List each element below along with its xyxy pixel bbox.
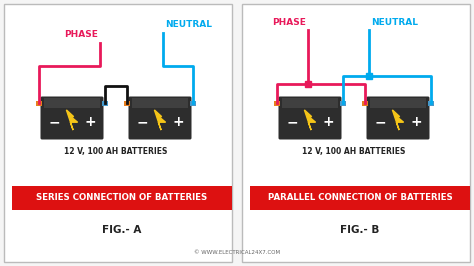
Bar [340, 101, 346, 106]
Text: NEUTRAL: NEUTRAL [165, 20, 212, 29]
Bar [370, 98, 426, 108]
FancyBboxPatch shape [366, 97, 429, 139]
Text: −: − [48, 115, 60, 129]
FancyBboxPatch shape [40, 97, 103, 139]
Bar [362, 101, 368, 106]
Text: FIG.- B: FIG.- B [340, 225, 380, 235]
Bar [274, 101, 280, 106]
Bar [36, 101, 42, 106]
FancyBboxPatch shape [128, 97, 191, 139]
Text: © WWW.ELECTRICAL24X7.COM: © WWW.ELECTRICAL24X7.COM [194, 250, 280, 255]
Bar [282, 98, 338, 108]
Text: −: − [286, 115, 298, 129]
Text: −: − [374, 115, 386, 129]
Bar [102, 101, 108, 106]
Polygon shape [155, 110, 165, 130]
Polygon shape [66, 110, 78, 130]
Bar [428, 101, 434, 106]
Text: +: + [410, 115, 422, 129]
Text: PARALLEL CONNECTION OF BATTERIES: PARALLEL CONNECTION OF BATTERIES [268, 193, 452, 202]
FancyBboxPatch shape [279, 97, 341, 139]
Bar [44, 98, 100, 108]
Polygon shape [392, 110, 403, 130]
Text: +: + [84, 115, 96, 129]
Text: NEUTRAL: NEUTRAL [372, 18, 419, 27]
Text: 12 V, 100 AH BATTERIES: 12 V, 100 AH BATTERIES [302, 147, 406, 156]
Text: +: + [172, 115, 184, 129]
Bar [4, 4, 232, 262]
Polygon shape [304, 110, 316, 130]
Bar [190, 101, 196, 106]
Bar [12, 186, 232, 210]
Text: −: − [136, 115, 148, 129]
Text: +: + [322, 115, 334, 129]
Bar [242, 4, 470, 262]
Text: 12 V, 100 AH BATTERIES: 12 V, 100 AH BATTERIES [64, 147, 168, 156]
Bar [250, 186, 470, 210]
Text: PHASE: PHASE [272, 18, 306, 27]
Bar [132, 98, 188, 108]
Bar [124, 101, 130, 106]
Text: SERIES CONNECTION OF BATTERIES: SERIES CONNECTION OF BATTERIES [36, 193, 208, 202]
Text: FIG.- A: FIG.- A [102, 225, 142, 235]
Text: PHASE: PHASE [64, 30, 98, 39]
